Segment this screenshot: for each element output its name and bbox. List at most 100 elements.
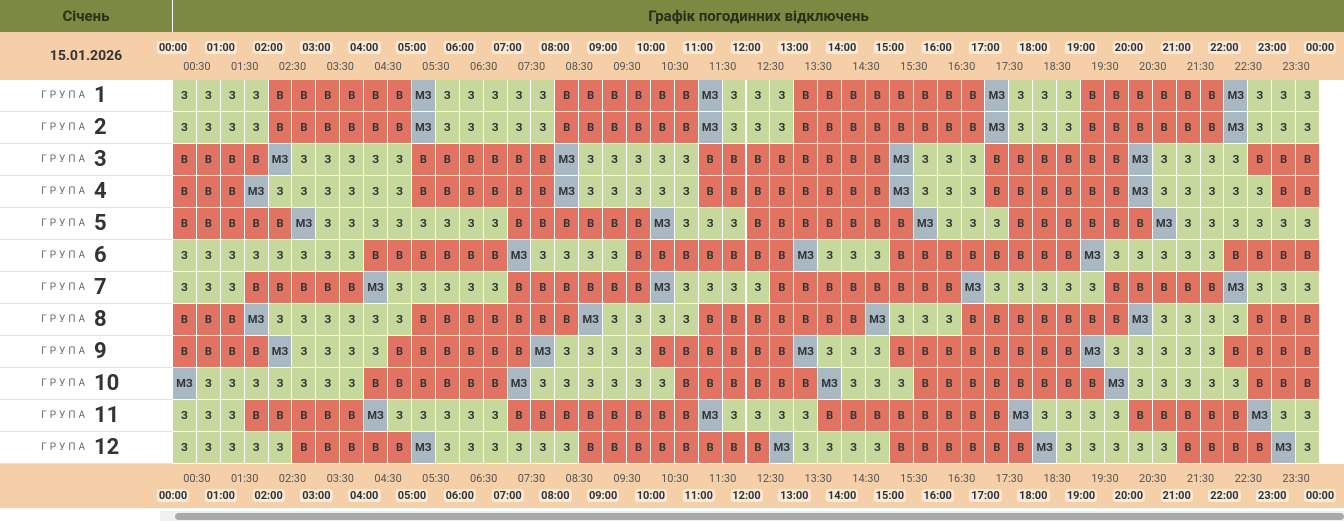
schedule-cell: В [340,432,365,464]
schedule-cell: З [316,336,341,368]
schedule-cell: МЗ [268,144,293,176]
schedule-cell: З [1152,240,1177,272]
schedule-cell: В [364,368,389,400]
schedule-cell: З [388,176,412,208]
schedule-cell: В [411,144,436,176]
scrollbar-thumb[interactable] [175,513,1344,520]
schedule-cell: В [603,112,628,144]
group-label: ГРУПА [41,154,88,165]
schedule-cell: З [1057,400,1082,432]
schedule-cell: В [435,176,460,208]
schedule-cell: З [1104,432,1129,464]
title: Графік погодинних відключень [172,0,1344,32]
schedule-cell: В [531,144,556,176]
half-hour-label: 00:30 [183,472,211,485]
schedule-cell: В [173,176,197,208]
schedule-cell: В [794,176,819,208]
half-hour-label: 06:30 [469,60,498,73]
schedule-cell: З [364,176,389,208]
schedule-cell: З [316,240,341,272]
hour-label: 04:00 [347,489,381,502]
schedule-cell: В [435,304,460,336]
schedule-cell: З [244,80,269,112]
schedule-cell: З [842,432,866,464]
schedule-cell: В [818,176,843,208]
schedule-cell: В [698,144,723,176]
schedule-cell: МЗ [1128,176,1153,208]
schedule-cell: В [555,112,580,144]
schedule-cell: З [1104,336,1129,368]
schedule-cell: З [555,336,580,368]
schedule-cell: З [316,368,341,400]
group-row-label [0,176,172,208]
schedule-cell: З [1200,208,1225,240]
half-hour-label: 03:30 [326,472,354,485]
schedule-cell: З [531,368,556,400]
schedule-cell: З [1152,176,1177,208]
schedule-cell: В [1081,112,1105,144]
schedule-cell: В [531,176,556,208]
schedule-cell: В [674,336,699,368]
schedule-cell: З [1081,272,1105,304]
schedule-cell: В [1176,400,1201,432]
schedule-cell: З [1224,176,1249,208]
schedule-cell: З [865,368,890,400]
schedule-cell: В [1128,80,1153,112]
schedule-cell: В [483,176,508,208]
schedule-cell: В [579,400,604,432]
schedule-cell: З [483,80,508,112]
schedule-cell: В [1272,240,1297,272]
schedule-cell: В [985,368,1010,400]
schedule-cell: В [842,208,866,240]
schedule-cell: В [961,304,986,336]
group-label: ГРУПА [41,282,88,293]
schedule-cell: В [1272,336,1297,368]
schedule-cell: З [364,144,389,176]
schedule-cell: В [913,272,938,304]
schedule-cell: З [196,400,221,432]
schedule-cell: В [913,112,938,144]
hour-label: 10:00 [634,489,668,502]
schedule-cell: З [650,368,675,400]
schedule-cell: З [1057,432,1082,464]
schedule-cell: В [483,240,508,272]
schedule-cell: В [674,112,699,144]
schedule-cell: В [961,336,986,368]
schedule-cell: В [1224,336,1249,368]
schedule-cell: В [531,208,556,240]
schedule-cell: МЗ [1272,432,1297,464]
schedule-cell: З [483,272,508,304]
schedule-cell: З [842,368,866,400]
schedule-cell: В [1057,240,1082,272]
schedule-cell: З [268,176,293,208]
group-row-label [0,304,172,336]
schedule-cell: В [698,336,723,368]
schedule-cell: В [1152,272,1177,304]
schedule-cell: З [961,144,986,176]
schedule-cell: В [770,304,795,336]
schedule-cell: В [268,112,293,144]
schedule-cell: МЗ [411,432,436,464]
schedule-cell: В [555,272,580,304]
schedule-cell: В [1104,272,1129,304]
schedule-cell: МЗ [1128,304,1153,336]
hour-label: 16:00 [921,489,954,502]
schedule-cell: З [579,368,604,400]
schedule-cell: В [722,336,747,368]
schedule-cell: В [1200,80,1225,112]
half-hour-label: 15:30 [900,472,928,485]
schedule-cell: В [722,176,747,208]
group-row-label [0,432,172,464]
schedule-cell: З [698,208,723,240]
hour-label: 12:00 [730,489,763,502]
schedule-cell: В [268,272,293,304]
half-hour-label: 02:30 [278,60,307,73]
schedule-cell: З [388,208,412,240]
schedule-cell: В [173,304,197,336]
schedule-cell: В [889,80,914,112]
schedule-cell: В [316,112,341,144]
schedule-cell: З [316,176,341,208]
schedule-cell: В [818,400,843,432]
schedule-cell: В [985,144,1010,176]
schedule-cell: З [411,272,436,304]
